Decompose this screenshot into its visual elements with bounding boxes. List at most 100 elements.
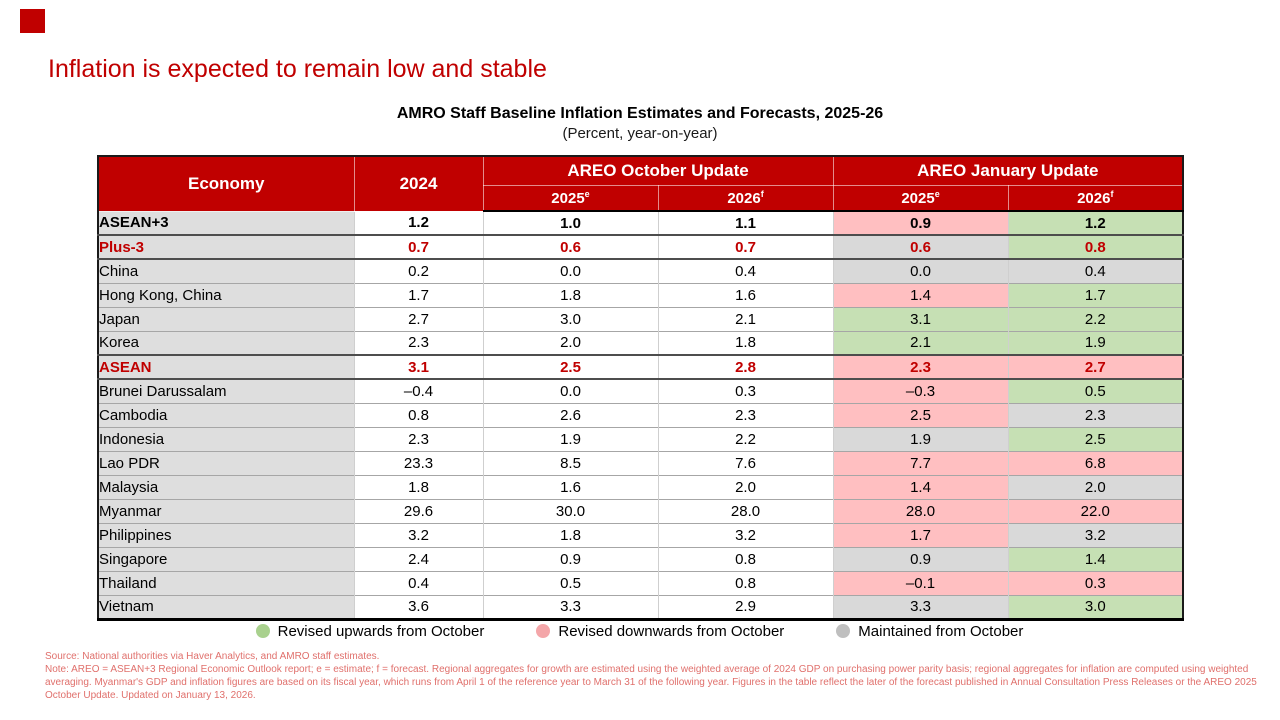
- value-january-2026: 1.4: [1007, 546, 1184, 571]
- value-2024: 0.2: [353, 258, 483, 283]
- value-october-2025: 3.0: [482, 306, 658, 331]
- value-2024: 0.8: [353, 402, 483, 427]
- value-january-2025: 1.9: [832, 426, 1009, 451]
- legend-dot-icon: [836, 624, 851, 638]
- header-oct-2025e: 2025e: [482, 185, 659, 212]
- value-october-2025: 2.5: [482, 354, 658, 380]
- value-january-2026: 2.2: [1007, 306, 1184, 331]
- value-october-2026: 2.1: [657, 306, 834, 331]
- header-areo-october-update: AREO October Update: [482, 155, 834, 186]
- legend-revised-downwards: Revised downwards from October: [536, 623, 784, 640]
- legend-label: Revised downwards from October: [558, 622, 785, 640]
- value-october-2025: 1.9: [482, 426, 658, 451]
- value-2024: 3.6: [353, 594, 483, 619]
- table-row: Korea 2.3 2.0 1.8 2.1 1.9: [97, 330, 1184, 356]
- header-economy: Economy: [97, 155, 355, 212]
- economy-cell: ASEAN+3: [97, 210, 354, 236]
- superscript-f: f: [1110, 189, 1114, 199]
- economy-cell: Indonesia: [97, 426, 354, 451]
- value-october-2025: 0.9: [482, 546, 658, 571]
- superscript-f: f: [760, 189, 764, 199]
- footnote-line: Source: National authorities via Haver A…: [45, 651, 380, 662]
- value-2024: 3.2: [353, 522, 483, 547]
- value-october-2026: 2.0: [657, 474, 834, 499]
- value-october-2026: 0.4: [657, 258, 834, 283]
- value-january-2026: 22.0: [1007, 498, 1184, 523]
- value-october-2026: 28.0: [657, 498, 834, 523]
- economy-cell: Vietnam: [97, 594, 354, 619]
- value-january-2026: 0.5: [1007, 378, 1184, 403]
- value-october-2026: 2.3: [657, 402, 834, 427]
- legend: Revised upwards from October Revised down…: [97, 618, 1182, 644]
- table-row: Lao PDR 23.3 8.5 7.6 7.7 6.8: [97, 450, 1184, 475]
- year-label: 2026: [727, 190, 761, 207]
- table-row: ASEAN+3 1.2 1.0 1.1 0.9 1.2: [97, 210, 1184, 236]
- value-january-2026: 6.8: [1007, 450, 1184, 475]
- legend-maintained: Maintained from October: [836, 623, 1023, 640]
- footnote-line: October Update. Updated on January 13, 2…: [45, 690, 256, 701]
- economy-cell: Lao PDR: [97, 450, 354, 475]
- table-row: Vietnam 3.6 3.3 2.9 3.3 3.0: [97, 594, 1184, 619]
- value-october-2025: 0.6: [482, 234, 658, 260]
- value-january-2026: 1.2: [1007, 210, 1184, 236]
- header-areo-january-update: AREO January Update: [832, 155, 1184, 186]
- value-january-2026: 3.2: [1007, 522, 1184, 547]
- amro-logo: [20, 9, 45, 33]
- year-label: 2026: [1077, 190, 1111, 207]
- value-january-2025: 7.7: [832, 450, 1009, 475]
- value-january-2026: 2.7: [1007, 354, 1184, 380]
- value-october-2025: 0.5: [482, 570, 658, 595]
- value-january-2026: 2.5: [1007, 426, 1184, 451]
- value-january-2026: 0.8: [1007, 234, 1184, 260]
- value-october-2025: 8.5: [482, 450, 658, 475]
- value-january-2025: 2.1: [832, 330, 1009, 356]
- economy-cell: Philippines: [97, 522, 354, 547]
- value-2024: 0.4: [353, 570, 483, 595]
- table-row: Indonesia 2.3 1.9 2.2 1.9 2.5: [97, 426, 1184, 451]
- header-jan-2025e: 2025e: [832, 185, 1009, 212]
- table-row: Thailand 0.4 0.5 0.8 –0.1 0.3: [97, 570, 1184, 595]
- value-january-2025: 28.0: [832, 498, 1009, 523]
- legend-dot-icon: [255, 624, 270, 638]
- table-row: Japan 2.7 3.0 2.1 3.1 2.2: [97, 306, 1184, 331]
- economy-cell: Malaysia: [97, 474, 354, 499]
- value-january-2025: 0.9: [832, 546, 1009, 571]
- value-october-2026: 7.6: [657, 450, 834, 475]
- legend-dot-icon: [536, 624, 551, 638]
- table-subtitle: (Percent, year-on-year): [562, 125, 718, 142]
- value-october-2025: 3.3: [482, 594, 658, 619]
- value-october-2025: 1.6: [482, 474, 658, 499]
- legend-revised-upwards: Revised upwards from October: [255, 623, 484, 640]
- economy-cell: Hong Kong, China: [97, 282, 354, 307]
- value-october-2026: 3.2: [657, 522, 834, 547]
- value-october-2025: 1.8: [482, 522, 658, 547]
- table-row: Cambodia 0.8 2.6 2.3 2.5 2.3: [97, 402, 1184, 427]
- header-row-groups: Economy 2024 AREO October Update AREO Ja…: [97, 155, 1184, 212]
- value-january-2025: –0.1: [832, 570, 1009, 595]
- value-october-2026: 2.8: [657, 354, 834, 380]
- table-row: Malaysia 1.8 1.6 2.0 1.4 2.0: [97, 474, 1184, 499]
- value-2024: 2.4: [353, 546, 483, 571]
- value-2024: 2.7: [353, 306, 483, 331]
- footnote-line: Note: AREO = ASEAN+3 Regional Economic O…: [45, 664, 1249, 675]
- slide-title: Inflation is expected to remain low and …: [48, 55, 547, 83]
- table-row: Hong Kong, China 1.7 1.8 1.6 1.4 1.7: [97, 282, 1184, 307]
- table-row: Brunei Darussalam –0.4 0.0 0.3 –0.3 0.5: [97, 378, 1184, 403]
- table-title: AMRO Staff Baseline Inflation Estimates …: [396, 105, 884, 122]
- value-october-2026: 1.6: [657, 282, 834, 307]
- value-october-2025: 0.0: [482, 258, 658, 283]
- footnote-line: averaging. Myanmar's GDP and inflation f…: [45, 677, 1257, 688]
- value-october-2025: 2.6: [482, 402, 658, 427]
- inflation-table: Economy 2024 AREO October Update AREO Ja…: [97, 155, 1185, 621]
- value-2024: 29.6: [353, 498, 483, 523]
- value-october-2025: 0.0: [482, 378, 658, 403]
- value-january-2025: 0.6: [832, 234, 1009, 260]
- value-january-2025: 1.7: [832, 522, 1009, 547]
- value-january-2026: 3.0: [1007, 594, 1184, 619]
- economy-cell: Brunei Darussalam: [97, 378, 354, 403]
- value-january-2026: 0.4: [1007, 258, 1184, 283]
- value-october-2026: 1.1: [657, 210, 834, 236]
- value-2024: 23.3: [353, 450, 483, 475]
- value-january-2025: 3.3: [832, 594, 1009, 619]
- table-row: ASEAN 3.1 2.5 2.8 2.3 2.7: [97, 354, 1184, 380]
